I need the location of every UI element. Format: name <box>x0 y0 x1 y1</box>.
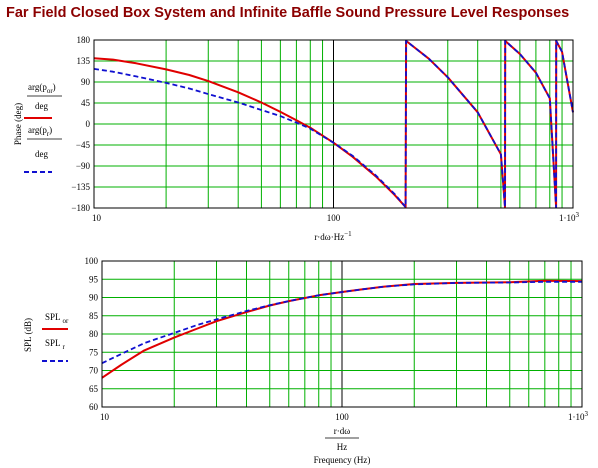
spl-x-axis-caption: Frequency (Hz) <box>314 455 371 465</box>
phase-grid <box>94 40 573 208</box>
legend-red-unit: deg <box>35 101 48 111</box>
y-tick-label: 180 <box>77 35 91 45</box>
x-tick-label: 1·103 <box>559 211 580 223</box>
blue-dashed-series-line <box>93 40 574 208</box>
y-tick-label: −45 <box>76 140 91 150</box>
spl-x-axis-numerator: r·dω <box>334 426 350 436</box>
chart-title: Far Field Closed Box System and Infinite… <box>6 5 570 21</box>
legend-blue-unit: deg <box>35 149 48 159</box>
phase-series <box>93 39 574 209</box>
y-tick-label: 135 <box>77 56 91 66</box>
spl-legend-red-sub: or <box>63 317 70 325</box>
y-tick-label: 90 <box>89 293 99 303</box>
x-tick-label: 100 <box>327 213 341 223</box>
legend-red-sub: or <box>47 87 54 95</box>
phase-chart: 180 135 90 45 0 −45 −90 −135 −180 10 100 1·103 Pha… <box>13 35 580 242</box>
spl-grid <box>102 261 582 407</box>
spl-legend-blue-top: SPL <box>45 338 61 348</box>
x-tick-label: 100 <box>335 412 349 422</box>
y-tick-label: 60 <box>89 402 99 412</box>
spl-x-axis-denominator: Hz <box>337 442 348 452</box>
phase-x-ticks: 10 100 1·103 <box>92 211 580 223</box>
legend-blue-sub: r <box>47 130 50 138</box>
spl-y-axis-label: SPL (dB) <box>23 318 33 352</box>
spl-plot-frame <box>101 260 583 408</box>
phase-legend-blue: arg(pr) deg <box>24 125 62 173</box>
phase-plot-frame <box>93 39 574 209</box>
x-tick-label: 10 <box>92 213 102 223</box>
y-tick-label: 0 <box>86 119 91 129</box>
spl-legend-blue-sub: r <box>63 343 66 351</box>
y-tick-label: −135 <box>71 182 90 192</box>
legend-red-top: arg(p <box>28 82 47 92</box>
y-tick-label: 95 <box>89 274 99 284</box>
phase-y-axis-label: Phase (deg) <box>13 103 23 145</box>
phase-legend-red: arg(por) deg <box>24 82 62 119</box>
svg-text:arg(pr): arg(pr) <box>28 125 52 138</box>
y-tick-label: 45 <box>81 98 91 108</box>
spl-series <box>101 279 583 379</box>
y-tick-label: 70 <box>89 366 99 376</box>
y-tick-label: 90 <box>81 77 91 87</box>
spl-legend-red: SPL or <box>42 312 69 330</box>
y-tick-label: 80 <box>89 329 99 339</box>
blue-dashed-series-line <box>101 280 582 365</box>
legend-blue-close: ) <box>49 125 52 135</box>
y-tick-label: 85 <box>89 311 99 321</box>
legend-red-close: ) <box>53 82 56 92</box>
y-tick-label: 65 <box>89 384 99 394</box>
spl-legend-blue: SPL r <box>42 338 68 362</box>
y-tick-label: 75 <box>89 347 99 357</box>
spl-legend-red-top: SPL <box>45 312 61 322</box>
y-tick-label: 100 <box>85 256 99 266</box>
spl-x-ticks: 10 100 1·103 <box>100 410 589 422</box>
phase-x-axis-label: r·dω·Hz−1 <box>314 230 352 242</box>
spl-y-ticks: 100 95 90 85 80 75 70 65 60 <box>85 256 99 412</box>
x-tick-label: 10 <box>100 412 110 422</box>
svg-text:arg(por): arg(por) <box>28 82 56 95</box>
phase-y-ticks: 180 135 90 45 0 −45 −90 −135 −180 <box>71 35 90 213</box>
legend-blue-top: arg(p <box>28 125 47 135</box>
x-tick-label: 1·103 <box>568 410 589 422</box>
y-tick-label: −90 <box>76 161 91 171</box>
y-tick-label: −180 <box>71 203 90 213</box>
